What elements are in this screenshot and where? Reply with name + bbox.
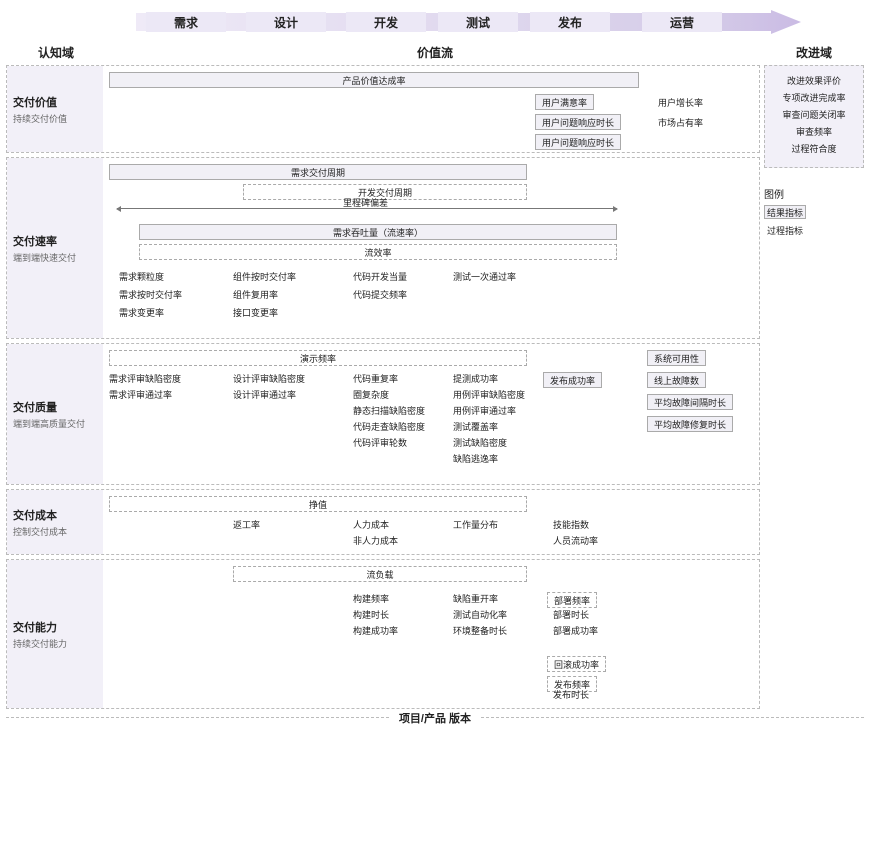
improvement-metrics-box: 改进效果评价专项改进完成率审查问题关闭率审查频率过程符合度 (764, 65, 864, 168)
process-metric-label: 测试缺陷密度 (453, 436, 507, 449)
row-body-cost: 挣值返工率 人力成本 工作量分布 技能指数非人力成本 人员流动率 (103, 490, 759, 554)
footer-project-version: 项目/产品 版本 (6, 717, 864, 734)
phase-header: 需求设计开发测试发布 运营 (6, 8, 864, 36)
row-label-speed: 交付速率端到端快速交付 (7, 158, 103, 338)
legend-title: 图例 (764, 186, 864, 201)
row-body-speed: 需求交付周期开发交付周期需求吞吐量（流速率）流效率里程碑偏差需求颗粒度组件按时交… (103, 158, 759, 338)
bar-metric: 挣值 (109, 496, 527, 512)
pill-metric: 系统可用性 (647, 350, 706, 366)
process-metric-label: 用例评审缺陷密度 (453, 388, 525, 401)
legend-process-swatch: 过程指标 (764, 223, 806, 237)
pill-metric: 平均故障间隔时长 (647, 394, 733, 410)
process-metric-label: 部署时长 (553, 608, 589, 621)
process-metric-label: 需求按时交付率 (119, 288, 182, 301)
row-speed: 交付速率端到端快速交付需求交付周期开发交付周期需求吞吐量（流速率）流效率里程碑偏… (6, 157, 760, 339)
process-metric-label: 环境整备时长 (453, 624, 507, 637)
phase-运营: 运营 (642, 12, 722, 32)
process-metric-label: 接口变更率 (233, 306, 278, 319)
row-value: 交付价值持续交付价值产品价值达成率用户满意率用户问题响应时长用户问题响应时长 用户… (6, 65, 760, 153)
improvement-metric: 专项改进完成率 (771, 91, 857, 104)
process-metric-label: 缺陷逃逸率 (453, 452, 498, 465)
bar-metric: 产品价值达成率 (109, 72, 639, 88)
process-metric-label: 需求评审缺陷密度 (109, 372, 181, 385)
pill-metric: 发布成功率 (543, 372, 602, 388)
process-metric-label: 代码提交频率 (353, 288, 407, 301)
process-metric-label: 组件按时交付率 (233, 270, 296, 283)
process-metric-label: 代码重复率 (353, 372, 398, 385)
pill-metric: 回滚成功率 (547, 656, 606, 672)
process-metric-label: 用户增长率 (658, 96, 703, 109)
improvement-metric: 审查频率 (771, 125, 857, 138)
pill-metric: 用户问题响应时长 (535, 134, 621, 150)
process-metric-label: 静态扫描缺陷密度 (353, 404, 425, 417)
process-metric-label: 构建时长 (353, 608, 389, 621)
process-metric-label: 代码评审轮数 (353, 436, 407, 449)
phase-测试: 测试 (438, 12, 518, 32)
milestone-label: 里程碑偏差 (343, 196, 388, 209)
process-metric-label: 人力成本 (353, 518, 389, 531)
pill-metric: 用户问题响应时长 (535, 114, 621, 130)
row-label-quality: 交付质量端到端高质量交付 (7, 344, 103, 484)
row-label-capability: 交付能力持续交付能力 (7, 560, 103, 708)
row-body-quality: 演示频率发布成功率 系统可用性线上故障数平均故障间隔时长平均故障修复时长 需求评审缺… (103, 344, 759, 484)
process-metric-label: 人员流动率 (553, 534, 598, 547)
legend-result-swatch: 结果指标 (764, 205, 806, 219)
process-metric-label: 提测成功率 (453, 372, 498, 385)
process-metric-label: 非人力成本 (353, 534, 398, 547)
phase-发布: 发布 (530, 12, 610, 32)
left-domain-header: 认知域 (6, 44, 106, 61)
row-label-cost: 交付成本控制交付成本 (7, 490, 103, 554)
main-grid: 交付价值持续交付价值产品价值达成率用户满意率用户问题响应时长用户问题响应时长 用户… (6, 65, 864, 713)
pill-metric: 线上故障数 (647, 372, 706, 388)
process-metric-label: 代码开发当量 (353, 270, 407, 283)
process-metric-label: 需求颗粒度 (119, 270, 164, 283)
process-metric-label: 用例评审通过率 (453, 404, 516, 417)
phase-设计: 设计 (246, 12, 326, 32)
row-label-value: 交付价值持续交付价值 (7, 66, 103, 152)
legend-process: 过程指标 (764, 223, 864, 237)
process-metric-label: 发布时长 (553, 688, 589, 701)
process-metric-label: 部署成功率 (553, 624, 598, 637)
process-metric-label: 组件复用率 (233, 288, 278, 301)
process-metric-label: 需求变更率 (119, 306, 164, 319)
process-metric-label: 技能指数 (553, 518, 589, 531)
process-metric-label: 测试自动化率 (453, 608, 507, 621)
row-body-value: 产品价值达成率用户满意率用户问题响应时长用户问题响应时长 用户增长率市场占有率 (103, 66, 759, 152)
process-metric-label: 返工率 (233, 518, 260, 531)
value-stream-header: 价值流 (106, 44, 764, 61)
improvement-column: 改进效果评价专项改进完成率审查问题关闭率审查频率过程符合度 图例 结果指标 过程… (764, 65, 864, 713)
domain-headers: 认知域 价值流 改进域 (6, 44, 864, 61)
process-metric-label: 构建频率 (353, 592, 389, 605)
process-metric-label: 圈复杂度 (353, 388, 389, 401)
bar-metric: 需求交付周期 (109, 164, 527, 180)
pill-metric: 平均故障修复时长 (647, 416, 733, 432)
process-metric-label: 工作量分布 (453, 518, 498, 531)
pill-metric: 用户满意率 (535, 94, 594, 110)
process-metric-label: 设计评审缺陷密度 (233, 372, 305, 385)
row-capability: 交付能力持续交付能力流负载部署频率回滚成功率发布频率构建频率缺陷重开率构建时长测… (6, 559, 760, 709)
process-metric-label: 测试一次通过率 (453, 270, 516, 283)
legend-result: 结果指标 (764, 205, 864, 219)
process-metric-label: 设计评审通过率 (233, 388, 296, 401)
process-metric-label: 缺陷重开率 (453, 592, 498, 605)
process-metric-label: 构建成功率 (353, 624, 398, 637)
bar-metric: 流负载 (233, 566, 527, 582)
phase-开发: 开发 (346, 12, 426, 32)
process-metric-label: 代码走查缺陷密度 (353, 420, 425, 433)
improvement-metric: 审查问题关闭率 (771, 108, 857, 121)
phase-需求: 需求 (146, 12, 226, 32)
process-metric-label: 需求评审通过率 (109, 388, 172, 401)
pill-metric: 部署频率 (547, 592, 597, 608)
bar-metric: 演示频率 (109, 350, 527, 366)
improvement-metric: 过程符合度 (771, 142, 857, 155)
row-cost: 交付成本控制交付成本挣值返工率 人力成本 工作量分布 技能指数非人力成本 人员流动率 (6, 489, 760, 555)
right-domain-header: 改进域 (764, 44, 864, 61)
process-metric-label: 市场占有率 (658, 116, 703, 129)
row-quality: 交付质量端到端高质量交付演示频率发布成功率 系统可用性线上故障数平均故障间隔时长平… (6, 343, 760, 485)
row-body-capability: 流负载部署频率回滚成功率发布频率构建频率缺陷重开率构建时长测试自动化率部署时长构… (103, 560, 759, 708)
process-metric-label: 测试覆盖率 (453, 420, 498, 433)
improvement-metric: 改进效果评价 (771, 74, 857, 87)
bar-metric: 流效率 (139, 244, 617, 260)
bar-metric: 需求吞吐量（流速率） (139, 224, 617, 240)
